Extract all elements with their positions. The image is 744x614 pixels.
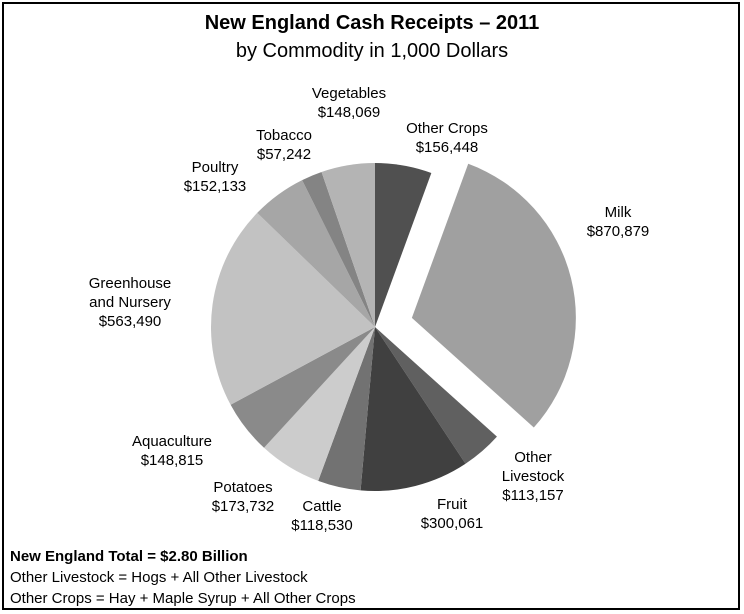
pie-slice-vegetables	[321, 163, 375, 327]
footer-note-crops: Other Crops = Hay + Maple Syrup + All Ot…	[10, 590, 356, 607]
pie-label-greenhouse-and-nursery: Greenhouse and Nursery $563,490	[89, 275, 172, 330]
pie-label-fruit: Fruit $300,061	[421, 496, 484, 532]
pie-label-milk: Milk $870,879	[587, 204, 650, 240]
pie-slice-milk	[411, 163, 576, 428]
pie-slice-potatoes	[264, 327, 375, 481]
pie-label-aquaculture: Aquaculture $148,815	[132, 433, 212, 469]
pie-slice-poultry	[257, 180, 375, 327]
pie-label-cattle: Cattle $118,530	[291, 498, 352, 534]
footer-total: New England Total = $2.80 Billion	[10, 548, 248, 565]
pie-slice-other-crops	[375, 163, 432, 327]
pie-label-other-livestock: Other Livestock $113,157	[502, 449, 565, 504]
pie-label-poultry: Poultry $152,133	[184, 159, 247, 195]
pie-label-tobacco: Tobacco $57,242	[256, 127, 312, 163]
chart-subtitle: by Commodity in 1,000 Dollars	[235, 40, 509, 62]
pie-label-other-crops: Other Crops $156,448	[406, 120, 488, 156]
chart-title: New England Cash Receipts – 2011	[204, 12, 540, 34]
pie-label-potatoes: Potatoes $173,732	[212, 479, 275, 515]
pie-slice-greenhouse-and-nursery	[211, 212, 375, 405]
pie-slice-other-livestock	[375, 327, 497, 464]
pie-slice-cattle	[318, 327, 375, 491]
pie-slice-tobacco	[302, 171, 375, 327]
pie-label-vegetables: Vegetables $148,069	[312, 85, 386, 121]
pie-slice-fruit	[360, 327, 466, 491]
pie-slice-aquaculture	[230, 327, 375, 448]
footer-note-livestock: Other Livestock = Hogs + All Other Lives…	[10, 569, 308, 586]
